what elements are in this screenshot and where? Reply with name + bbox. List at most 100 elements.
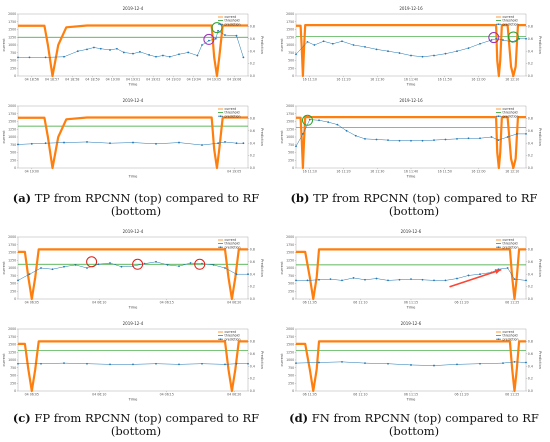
x-tick-label: 16 12:10	[505, 169, 519, 173]
panel-b-bottom: 2019-12-16 0 250 500 750 1000 1250 1500 1750 2000…	[278, 96, 550, 182]
prediction-point	[44, 142, 47, 145]
prediction-point	[525, 361, 527, 364]
prediction-point	[63, 362, 65, 364]
y2-tick-label: 0.4	[528, 49, 533, 53]
highlight-circle	[488, 32, 500, 44]
y-tick-label: 1500	[8, 120, 16, 124]
prediction-point	[86, 267, 88, 269]
prediction-point	[525, 37, 527, 40]
prediction-point	[235, 362, 238, 365]
prediction-series-line	[295, 38, 526, 58]
prediction-point	[93, 46, 95, 49]
prediction-point	[139, 50, 141, 53]
x-axis-label: Time	[406, 398, 417, 402]
x-tick-label: 16 11:50	[438, 169, 452, 173]
annotation-arrow	[449, 269, 502, 288]
y-tick-label: 1000	[8, 43, 16, 47]
legend-marker	[219, 23, 222, 26]
prediction-point	[132, 141, 134, 144]
x-tick-label: 06 11:20	[454, 300, 468, 304]
chart-a-bottom: 2019-12-4 0 250 500 750 1000 1250 1500 1750 2000 0…	[2, 98, 264, 179]
y-axis-label: current	[280, 130, 284, 144]
y-tick-label: 1750	[8, 243, 16, 247]
x-tick-label: 04 19:01	[126, 77, 140, 81]
prediction-point	[196, 54, 199, 57]
x-tick-label: 06 11:25	[505, 392, 519, 396]
prediction-point	[178, 265, 180, 268]
current-series-line	[18, 24, 248, 78]
y-tick-label: 1250	[8, 350, 16, 354]
y2-tick-label: 0.0	[250, 389, 255, 393]
prediction-point	[398, 278, 401, 281]
prediction-point	[247, 362, 249, 365]
prediction-point	[490, 136, 493, 138]
prediction-point	[17, 279, 19, 282]
prediction-point	[74, 264, 77, 266]
legend-label-threshold: threshold	[225, 242, 240, 246]
y-axis-label: current	[2, 353, 6, 367]
prediction-point	[109, 363, 111, 366]
x-tick-label: 16 11:40	[404, 77, 418, 81]
x-tick-label: 04 06:05	[25, 300, 39, 304]
prediction-point	[97, 263, 100, 266]
prediction-point	[502, 39, 504, 41]
prediction-point	[456, 50, 458, 53]
prediction-point	[17, 362, 19, 365]
prediction-point	[352, 44, 355, 46]
x-tick-label: 04 18:58	[65, 77, 79, 81]
prediction-point	[456, 277, 458, 280]
prediction-point	[322, 40, 325, 43]
prediction-point	[30, 142, 33, 145]
prediction-point	[28, 56, 31, 59]
prediction-point	[295, 145, 297, 148]
caption-b: (b) TP from RPCNN (top) compared to RF (…	[278, 192, 550, 218]
panel-a-top: 2019-12-4 0 250 500 750 1000 1250 1500 1750 2000 0…	[0, 4, 272, 90]
current-series-line	[296, 340, 526, 393]
prediction-point	[99, 47, 102, 50]
y-tick-label: 1000	[286, 135, 294, 139]
prediction-series-line	[295, 119, 526, 147]
y-tick-label: 1500	[286, 120, 294, 124]
legend-marker	[219, 246, 222, 248]
legend-label-current: current	[225, 330, 237, 334]
y2-tick-label: 0.4	[250, 49, 255, 53]
x-tick-label: 06 11:10	[353, 392, 367, 396]
prediction-point	[28, 273, 31, 276]
prediction-point	[387, 362, 389, 365]
prediction-point	[506, 267, 509, 269]
prediction-point	[525, 133, 527, 135]
x-tick-label: 04 19:05	[227, 169, 241, 173]
prediction-point	[40, 362, 42, 365]
y2-tick-label: 0.6	[250, 129, 255, 133]
prediction-point	[201, 362, 203, 365]
prediction-series-line	[17, 141, 244, 146]
y-tick-label: 2000	[8, 327, 16, 331]
prediction-point	[143, 262, 146, 265]
prediction-point	[433, 364, 435, 367]
prediction-point	[201, 262, 203, 265]
y-tick-label: 500	[10, 151, 16, 155]
y-tick-label: 1750	[286, 243, 294, 247]
y-tick-label: 2000	[286, 12, 294, 16]
prediction-point	[217, 142, 220, 145]
prediction-point	[364, 278, 366, 281]
y-tick-label: 500	[288, 151, 294, 155]
y-tick-label: 0	[14, 166, 16, 170]
y-tick-label: 250	[10, 381, 16, 385]
prediction-point	[247, 273, 249, 276]
legend-label-current: current	[503, 15, 515, 19]
prediction-point	[354, 134, 357, 137]
y-tick-label: 1500	[8, 251, 16, 255]
prediction-point	[224, 363, 226, 366]
x-tick-label: 16 11:50	[438, 77, 452, 81]
y2-tick-label: 0.6	[528, 260, 533, 264]
y2-tick-label: 0.6	[528, 129, 533, 133]
y-tick-label: 1250	[286, 350, 294, 354]
y2-tick-label: 0.6	[250, 352, 255, 356]
prediction-point	[410, 278, 412, 281]
legend-label-current: current	[225, 107, 237, 111]
prediction-point	[235, 273, 238, 276]
prediction-point	[515, 133, 518, 135]
prediction-point	[318, 278, 320, 281]
y-tick-label: 2000	[286, 235, 294, 239]
